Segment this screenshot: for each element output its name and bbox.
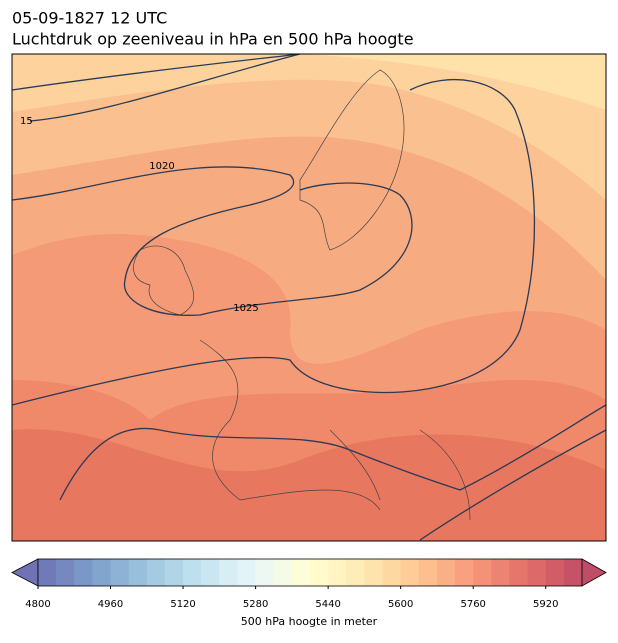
colorbar-swatch <box>219 559 238 586</box>
colorbar-swatch <box>128 559 148 586</box>
colorbar-tick-label: 5120 <box>170 599 195 610</box>
colorbar-extend <box>581 558 607 587</box>
colorbar-label: 500 hPa hoogte in meter <box>241 615 378 628</box>
colorbar-swatch <box>146 559 166 586</box>
colorbar-swatch <box>418 559 438 586</box>
colorbar-swatch <box>346 559 365 586</box>
colorbar-swatch <box>527 559 547 586</box>
isobar <box>29 54 301 122</box>
colorbar-swatch <box>310 559 329 586</box>
colorbar-swatch <box>74 559 93 586</box>
isobar <box>419 429 606 541</box>
colorbar-swatch <box>110 559 130 586</box>
colorbar-swatch <box>201 559 220 586</box>
subtitle: Luchtdruk op zeeniveau in hPa en 500 hPa… <box>12 30 414 49</box>
colorbar-swatch <box>56 559 75 586</box>
colorbar-tick-label: 5760 <box>460 599 485 610</box>
colorbar-tick-label: 4960 <box>98 599 123 610</box>
colorbar-swatch <box>183 559 202 586</box>
contour-label: 15 <box>20 116 33 127</box>
colorbar: 4800 4960 5120 5280 5440 5600 5760 5920 <box>11 558 607 610</box>
map: 15 1020 1025 <box>11 53 607 542</box>
band <box>12 54 606 280</box>
colorbar-swatch <box>491 559 510 586</box>
colorbar-swatch <box>400 559 420 586</box>
colorbar-swatch <box>255 559 275 586</box>
colorbar-swatch <box>509 559 529 586</box>
colorbar-swatch <box>563 559 583 586</box>
colorbar-swatch <box>545 559 565 586</box>
colorbar-swatch <box>237 559 257 586</box>
colorbar-swatch <box>291 559 311 586</box>
colorbar-swatch <box>382 559 402 586</box>
colorbar-tick-label: 5280 <box>243 599 268 610</box>
isobar <box>12 78 536 406</box>
colorbar-swatch <box>164 559 184 586</box>
colorbar-swatch <box>328 559 347 586</box>
band <box>12 54 606 110</box>
colorbar-tick-label: 5920 <box>533 599 558 610</box>
colorbar-frame <box>37 558 583 587</box>
colorbar-swatch <box>92 559 112 586</box>
isobar <box>59 404 606 501</box>
isobar <box>12 54 301 91</box>
colorbar-tick-label: 5600 <box>388 599 413 610</box>
colorbar-swatch <box>38 559 57 586</box>
colorbar-swatch <box>364 559 384 586</box>
title: 05-09-1827 12 UTC <box>12 9 167 28</box>
contour-label: 1025 <box>233 303 258 314</box>
colorbar-tick-label: 5440 <box>315 599 340 610</box>
colorbar-swatch <box>473 559 492 586</box>
colorbar-tick-label: 4800 <box>25 599 50 610</box>
band <box>12 54 606 200</box>
map-frame <box>11 53 607 542</box>
isobar <box>12 166 413 316</box>
colorbar-extend <box>11 558 39 587</box>
contour-label: 1020 <box>149 161 174 172</box>
colorbar-swatch <box>273 559 293 586</box>
colorbar-swatch <box>455 559 474 586</box>
colorbar-swatch <box>436 559 456 586</box>
